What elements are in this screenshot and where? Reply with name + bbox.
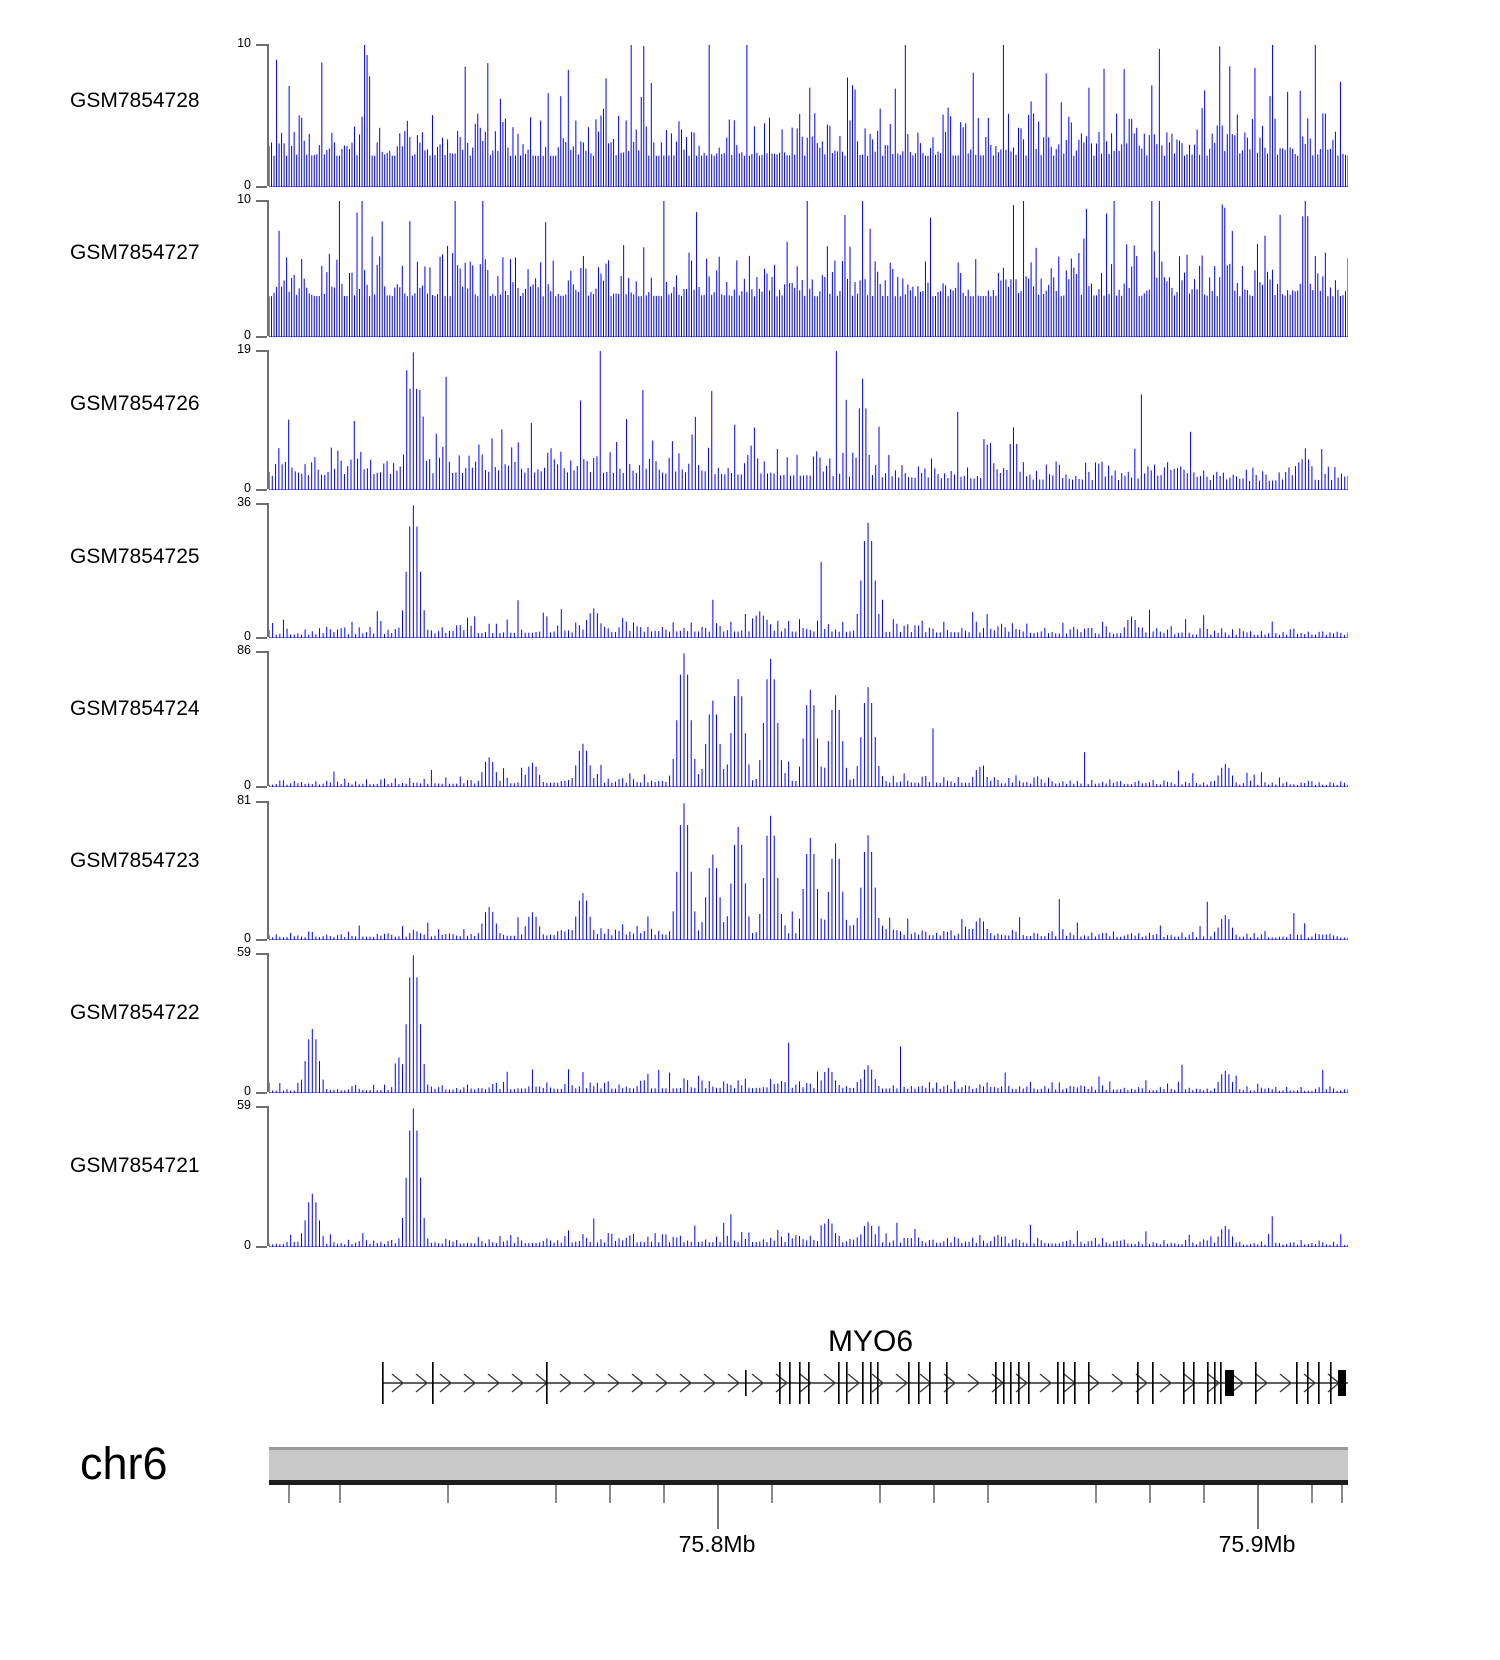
y-axis-tick-min	[256, 1246, 267, 1248]
track-sample-label: GSM7854725	[70, 545, 200, 568]
axis-minor-tick	[609, 1485, 611, 1503]
coverage-signal	[269, 200, 1348, 337]
track-sample-label: GSM7854722	[70, 1001, 200, 1024]
axis-minor-tick	[1341, 1485, 1343, 1503]
axis-minor-tick	[879, 1485, 881, 1503]
y-axis-tick-max	[256, 801, 267, 803]
y-axis-min-label: 0	[244, 328, 251, 342]
y-axis-tick-max	[256, 200, 267, 202]
y-axis-min-label: 0	[244, 1084, 251, 1098]
y-axis-max-label: 10	[237, 192, 251, 206]
y-axis-tick-min	[256, 186, 267, 188]
coverage-signal	[269, 651, 1348, 787]
gene-name-label: MYO6	[828, 1325, 914, 1358]
y-axis-line	[267, 953, 269, 1092]
axis-minor-tick	[933, 1485, 935, 1503]
y-axis-min-label: 0	[244, 931, 251, 945]
axis-minor-tick	[447, 1485, 449, 1503]
y-axis-max-label: 59	[237, 1098, 251, 1112]
y-axis-tick-min	[256, 939, 267, 941]
axis-minor-tick	[1203, 1485, 1205, 1503]
track-sample-label: GSM7854724	[70, 697, 200, 720]
track-sample-label: GSM7854721	[70, 1154, 200, 1177]
coverage-signal	[269, 350, 1348, 490]
y-axis-tick-max	[256, 503, 267, 505]
y-axis-tick-max	[256, 44, 267, 46]
coverage-signal	[269, 44, 1348, 187]
y-axis-line	[267, 651, 269, 786]
axis-minor-tick	[339, 1485, 341, 1503]
axis-minor-tick	[771, 1485, 773, 1503]
coverage-signal	[269, 953, 1348, 1093]
y-axis-line	[267, 200, 269, 336]
y-axis-max-label: 10	[237, 36, 251, 50]
y-axis-max-label: 86	[237, 643, 251, 657]
axis-minor-tick	[987, 1485, 989, 1503]
axis-minor-tick	[555, 1485, 557, 1503]
y-axis-line	[267, 503, 269, 637]
y-axis-max-label: 81	[237, 793, 251, 807]
axis-minor-tick	[288, 1485, 290, 1503]
y-axis-tick-min	[256, 489, 267, 491]
y-axis-line	[267, 44, 269, 186]
axis-minor-tick	[1095, 1485, 1097, 1503]
axis-major-tick	[1257, 1485, 1259, 1529]
coverage-signal	[269, 1106, 1348, 1247]
axis-major-tick	[717, 1485, 719, 1529]
position-axis-baseline	[269, 1483, 1348, 1485]
y-axis-min-label: 0	[244, 629, 251, 643]
y-axis-min-label: 0	[244, 1238, 251, 1252]
chromosome-ideogram-bar[interactable]	[269, 1447, 1348, 1483]
y-axis-tick-max	[256, 1106, 267, 1108]
y-axis-max-label: 36	[237, 495, 251, 509]
track-sample-label: GSM7854728	[70, 89, 200, 112]
axis-minor-tick	[1149, 1485, 1151, 1503]
y-axis-tick-max	[256, 953, 267, 955]
y-axis-min-label: 0	[244, 481, 251, 495]
track-sample-label: GSM7854723	[70, 849, 200, 872]
chromosome-label: chr6	[80, 1438, 168, 1489]
gene-model-track[interactable]: MYO6	[0, 1325, 1500, 1435]
y-axis-line	[267, 350, 269, 489]
y-axis-line	[267, 1106, 269, 1246]
track-sample-label: GSM7854727	[70, 241, 200, 264]
y-axis-max-label: 59	[237, 945, 251, 959]
axis-minor-tick	[663, 1485, 665, 1503]
axis-minor-tick	[1311, 1485, 1313, 1503]
y-axis-min-label: 0	[244, 778, 251, 792]
coverage-signal	[269, 503, 1348, 638]
y-axis-min-label: 0	[244, 178, 251, 192]
y-axis-line	[267, 801, 269, 939]
y-axis-tick-min	[256, 336, 267, 338]
y-axis-tick-min	[256, 637, 267, 639]
y-axis-tick-min	[256, 1092, 267, 1094]
y-axis-tick-max	[256, 651, 267, 653]
axis-major-tick-label: 75.9Mb	[1218, 1531, 1296, 1557]
axis-major-tick-label: 75.8Mb	[678, 1531, 756, 1557]
y-axis-max-label: 19	[237, 342, 251, 356]
y-axis-tick-min	[256, 786, 267, 788]
y-axis-tick-max	[256, 350, 267, 352]
coverage-signal	[269, 801, 1348, 940]
track-sample-label: GSM7854726	[70, 392, 200, 415]
